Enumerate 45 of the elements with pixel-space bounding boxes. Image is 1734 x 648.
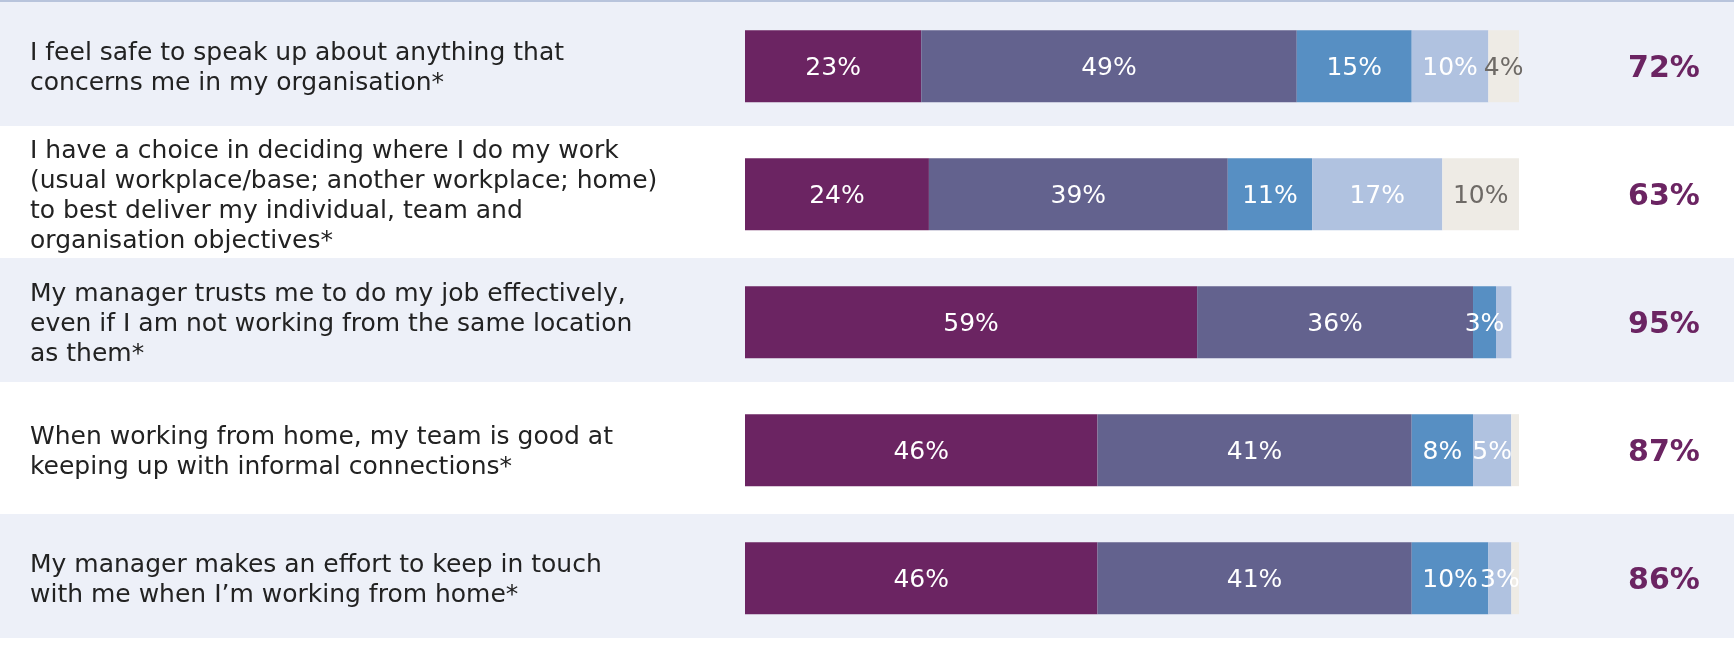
text: 86% [1628, 560, 1700, 596]
y-tick-label: My manager trusts me to do my job effectively, even if I am not working from the same location as them* [30, 277, 633, 367]
data-label: 46% [893, 563, 950, 593]
bar [1097, 542, 1412, 615]
data-label: 11% [1242, 179, 1298, 209]
data-label: 46% [893, 435, 950, 465]
data-label: 5% [1472, 435, 1513, 465]
data-label: 3% [1464, 307, 1505, 337]
bar [921, 30, 1297, 103]
data-label: 10% [1452, 179, 1509, 209]
data-label: 59% [943, 307, 999, 337]
data-label: 10% [1422, 563, 1478, 593]
y-tick-label: I have a choice in deciding where I do my work (usual workplace/base; another workplace; home) to best deliver my individual, team and organisation objectives* [30, 134, 658, 254]
data-label: 10% [1422, 51, 1478, 81]
y-tick-label: I feel safe to speak up about anything that concerns me in my organisation* [30, 36, 565, 96]
bar [1511, 414, 1519, 487]
data-label: 36% [1307, 307, 1363, 337]
text: 87% [1628, 432, 1700, 468]
bar [1227, 158, 1313, 231]
bar [1442, 158, 1519, 231]
bar [1097, 414, 1412, 487]
data-label: 49% [1081, 51, 1137, 81]
text: 95% [1628, 304, 1700, 340]
data-label: 41% [1226, 435, 1283, 465]
data-label: 17% [1349, 179, 1406, 209]
data-label: 15% [1326, 51, 1383, 81]
text: 72% [1628, 48, 1700, 84]
bar [745, 542, 1098, 615]
bar [928, 158, 1228, 231]
data-label: 4% [1483, 51, 1524, 81]
bar [1312, 158, 1443, 231]
y-tick-label: When working from home, my team is good at keeping up with informal connections* [30, 420, 614, 480]
bar [745, 414, 1098, 487]
bar [1411, 414, 1474, 487]
bar [745, 158, 929, 231]
data-label: 8% [1422, 435, 1463, 465]
data-label: 39% [1050, 179, 1107, 209]
bar [745, 30, 922, 103]
bar [1296, 30, 1412, 103]
data-label: 24% [809, 179, 865, 209]
data-label: 41% [1226, 563, 1283, 593]
y-tick-label: My manager makes an effort to keep in touch with me when I’m working from home* [30, 548, 602, 608]
bar [745, 286, 1198, 359]
text: 63% [1628, 176, 1700, 212]
data-label: 23% [805, 51, 861, 81]
